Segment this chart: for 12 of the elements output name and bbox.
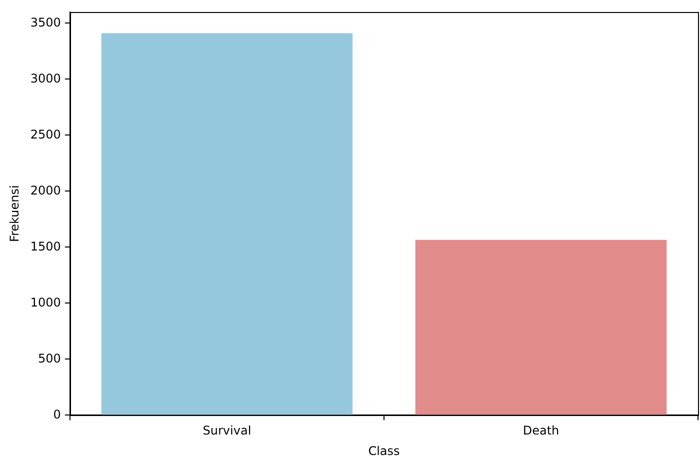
x-tick-label: Survival: [202, 424, 252, 438]
y-tick-label: 1000: [30, 295, 61, 310]
x-tick-label: Death: [522, 424, 560, 438]
x-axis-title: Class: [368, 444, 400, 458]
y-tick-label: 500: [38, 351, 61, 366]
y-tick-label: 2500: [30, 127, 61, 142]
y-tick-label: 0: [53, 407, 61, 422]
y-tick-label: 3500: [30, 15, 61, 30]
y-tick-label: 3000: [30, 71, 61, 86]
y-axis-title: Frekuensi: [7, 185, 22, 242]
y-tick-label: 1500: [30, 239, 61, 254]
y-tick-label: 2000: [30, 183, 61, 198]
